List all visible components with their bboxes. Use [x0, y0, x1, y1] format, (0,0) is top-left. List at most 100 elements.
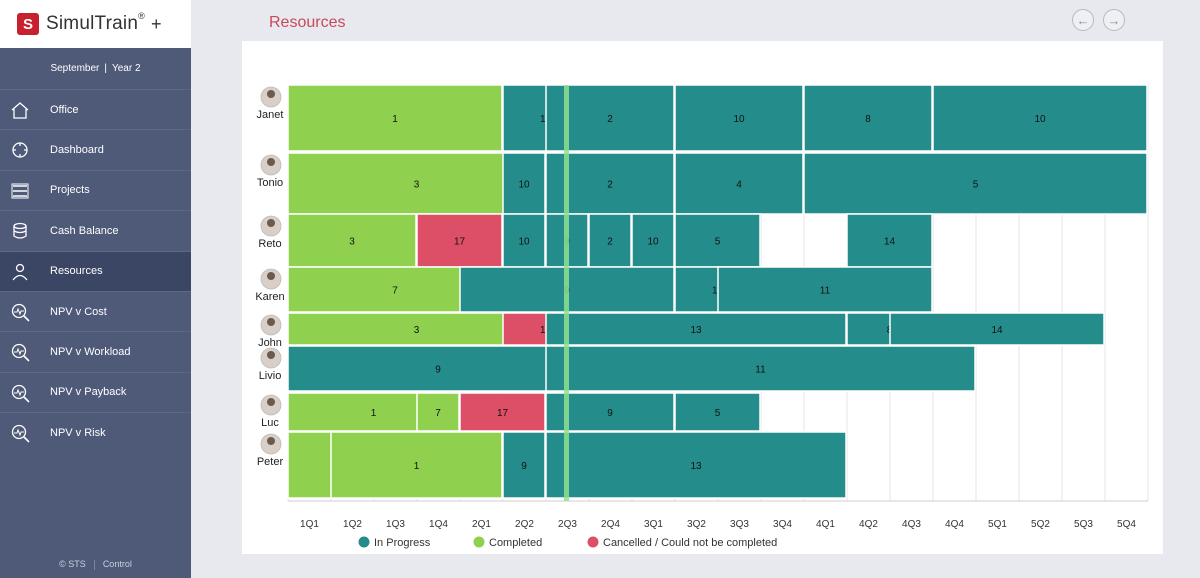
nav-item-office[interactable]: Office	[0, 89, 191, 129]
avatar-head-icon	[267, 398, 275, 406]
logo-name: SimulTrain	[46, 13, 139, 34]
task-bar-reto-5[interactable]: 10	[631, 213, 675, 268]
task-bar-karen-3[interactable]: 11	[717, 266, 933, 313]
task-bar-shape	[803, 84, 933, 152]
x-tick-label: 4Q4	[945, 519, 964, 530]
chart-magnifier-icon	[11, 425, 30, 443]
x-tick-label: 2Q4	[601, 519, 620, 530]
avatar-head-icon	[267, 318, 275, 326]
nav-item-label: NPV v Payback	[50, 386, 127, 399]
task-bar-tonio-6[interactable]: 4	[674, 152, 804, 215]
avatar-head-icon	[267, 351, 275, 359]
nav-item-label: Cash Balance	[50, 224, 119, 237]
control-link[interactable]: Control	[102, 559, 132, 570]
task-bar-tonio-0[interactable]: 3	[287, 152, 546, 215]
task-bar-reto-1[interactable]: 17	[416, 213, 503, 268]
x-tick-label: 1Q3	[386, 519, 405, 530]
task-bar-john-2[interactable]: 13	[545, 312, 847, 346]
task-bar-shape	[674, 392, 761, 432]
task-bar-shape	[287, 213, 417, 268]
x-tick-label: 5Q3	[1074, 519, 1093, 530]
task-bar-peter-2[interactable]: 9	[502, 431, 546, 499]
task-bar-tonio-3[interactable]: 10	[502, 152, 546, 215]
next-button[interactable]: →	[1103, 9, 1125, 31]
nav-item-npv-v-risk[interactable]: NPV v Risk	[0, 412, 191, 452]
task-bar-livio-0[interactable]: 9	[287, 345, 589, 392]
previous-button[interactable]: ←	[1072, 9, 1094, 31]
task-bar-reto-7[interactable]: 14	[846, 213, 933, 268]
task-bar-janet-0[interactable]: 1	[287, 84, 503, 152]
legend-label-cancelled: Cancelled / Could not be completed	[603, 537, 777, 549]
resource-name: Tonio	[257, 177, 283, 189]
task-bar-shape	[803, 152, 1148, 215]
task-bar-reto-6[interactable]: 5	[674, 213, 761, 268]
x-tick-label: 3Q1	[644, 519, 663, 530]
task-bar-shape	[545, 431, 847, 499]
x-tick-label: 5Q2	[1031, 519, 1050, 530]
task-bar-janet-3[interactable]: 10	[674, 84, 804, 152]
nav-item-label: Resources	[50, 265, 103, 278]
x-tick-label: 5Q4	[1117, 519, 1136, 530]
task-bar-label: 10	[518, 237, 530, 248]
task-bar-reto-2[interactable]: 10	[502, 213, 546, 268]
nav-item-cash-balance[interactable]: Cash Balance	[0, 210, 191, 250]
nav-item-dashboard[interactable]: Dashboard	[0, 129, 191, 169]
task-bar-reto-0[interactable]: 3	[287, 213, 417, 268]
task-bar-peter-3[interactable]: 13	[545, 431, 847, 499]
task-bar-shape	[287, 84, 503, 152]
task-bar-label: 14	[884, 237, 896, 248]
chart-magnifier-icon	[11, 303, 30, 322]
task-bar-label: 2	[607, 180, 613, 191]
resource-name: Luc	[261, 417, 279, 429]
task-bar-livio-1[interactable]: 11	[545, 345, 976, 392]
task-bar-tonio-7[interactable]: 5	[803, 152, 1148, 215]
task-bar-reto-4[interactable]: 2	[588, 213, 632, 268]
task-bar-shape	[502, 213, 546, 268]
task-bar-luc-4[interactable]: 5	[674, 392, 761, 432]
avatar-head-icon	[267, 272, 275, 280]
task-bar-label: 8	[865, 114, 871, 125]
arrow-left-icon: ←	[1076, 12, 1090, 28]
x-tick-label: 1Q2	[343, 519, 362, 530]
x-tick-label: 4Q1	[816, 519, 835, 530]
nav-item-npv-v-workload[interactable]: NPV v Workload	[0, 331, 191, 371]
task-bar-shape	[674, 84, 804, 152]
chart-magnifier-icon	[11, 384, 30, 403]
legend-swatch-cancelled	[587, 536, 599, 548]
task-bar-shape	[674, 213, 761, 268]
nav-item-label: Dashboard	[50, 143, 104, 156]
x-tick-label: 3Q2	[687, 519, 706, 530]
resource-gantt-chart: 110210810Janet31010104245Tonio3171092105…	[255, 84, 1149, 549]
x-tick-label: 4Q2	[859, 519, 878, 530]
task-bar-label: 2	[607, 237, 613, 248]
task-bar-label: 4	[736, 180, 742, 191]
session-date: September | Year 2	[0, 48, 191, 89]
task-bar-label: 10	[518, 180, 530, 191]
nav-item-npv-v-payback[interactable]: NPV v Payback	[0, 371, 191, 412]
task-bar-label: 14	[991, 325, 1003, 336]
legend-label-completed: Completed	[489, 537, 542, 549]
task-bar-shape	[889, 312, 1105, 346]
task-bar-john-0[interactable]: 3	[287, 312, 546, 346]
task-bar-label: 13	[690, 461, 702, 472]
task-bar-shape	[846, 213, 933, 268]
logo-mark-icon: S	[17, 13, 39, 35]
x-tick-label: 1Q1	[300, 519, 319, 530]
chart-magnifier-icon	[11, 344, 30, 362]
arrow-right-icon: →	[1107, 12, 1121, 28]
task-bar-label: 10	[1034, 114, 1046, 125]
task-bar-luc-1[interactable]: 7	[416, 392, 460, 432]
task-bar-janet-5[interactable]: 10	[932, 84, 1148, 152]
task-bar-john-4[interactable]: 14	[889, 312, 1105, 346]
logo-registered: ®	[138, 11, 145, 21]
resource-name: Livio	[259, 370, 282, 382]
task-bar-luc-2[interactable]: 17	[459, 392, 546, 432]
task-bar-peter-1[interactable]: 1	[330, 431, 503, 499]
nav-item-resources[interactable]: Resources	[0, 250, 191, 291]
task-bar-label: 7	[392, 286, 398, 297]
avatar-head-icon	[267, 219, 275, 227]
task-bar-janet-4[interactable]: 8	[803, 84, 933, 152]
nav-item-npv-v-cost[interactable]: NPV v Cost	[0, 291, 191, 331]
nav-item-projects[interactable]: Projects	[0, 169, 191, 210]
task-bar-label: 9	[607, 408, 613, 419]
